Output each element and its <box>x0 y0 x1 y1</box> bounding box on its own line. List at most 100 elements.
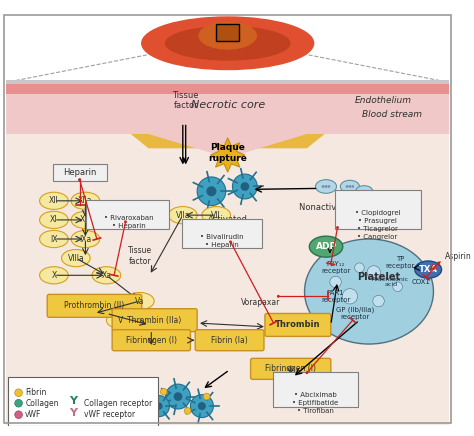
Circle shape <box>229 240 232 243</box>
Text: Vorapaxar: Vorapaxar <box>241 299 281 307</box>
Circle shape <box>322 185 325 188</box>
Ellipse shape <box>305 239 433 344</box>
Circle shape <box>203 393 210 400</box>
Text: Thrombin (IIa): Thrombin (IIa) <box>127 316 181 325</box>
Ellipse shape <box>316 180 337 193</box>
FancyBboxPatch shape <box>335 190 420 228</box>
Text: V: V <box>118 316 123 325</box>
Ellipse shape <box>107 312 135 329</box>
Ellipse shape <box>142 17 314 69</box>
Circle shape <box>15 389 22 397</box>
Text: Fibrinogen (I): Fibrinogen (I) <box>126 336 177 345</box>
Text: Platelet: Platelet <box>357 272 400 282</box>
FancyBboxPatch shape <box>112 309 197 332</box>
Text: Fibrin: Fibrin <box>25 388 46 397</box>
FancyBboxPatch shape <box>53 164 108 181</box>
FancyBboxPatch shape <box>251 358 331 379</box>
Circle shape <box>165 384 191 409</box>
Circle shape <box>148 395 169 417</box>
Text: Y: Y <box>69 396 77 406</box>
Text: IX: IX <box>50 235 58 244</box>
Circle shape <box>78 178 81 181</box>
Text: PAR1
receptor: PAR1 receptor <box>321 290 350 303</box>
Ellipse shape <box>40 267 68 284</box>
Ellipse shape <box>199 22 256 49</box>
FancyBboxPatch shape <box>195 330 264 351</box>
Circle shape <box>365 190 368 193</box>
Polygon shape <box>210 138 245 172</box>
Circle shape <box>336 226 339 229</box>
FancyBboxPatch shape <box>216 24 239 41</box>
FancyBboxPatch shape <box>8 377 158 426</box>
Text: Va: Va <box>135 296 145 306</box>
Text: Heparin: Heparin <box>63 168 96 177</box>
Circle shape <box>348 185 351 188</box>
Text: Fibrinogen (I): Fibrinogen (I) <box>265 364 316 373</box>
Ellipse shape <box>415 261 442 278</box>
Bar <box>6 82 449 425</box>
Text: XIIa: XIIa <box>78 196 92 205</box>
Circle shape <box>232 174 257 199</box>
Text: Fibrin (Ia): Fibrin (Ia) <box>211 336 248 345</box>
Circle shape <box>393 282 402 292</box>
Circle shape <box>373 295 384 307</box>
Text: Activated
platelets: Activated platelets <box>208 215 247 235</box>
Text: Collagen: Collagen <box>25 399 59 408</box>
FancyBboxPatch shape <box>265 313 331 337</box>
Text: X: X <box>51 271 56 280</box>
Text: COX1: COX1 <box>412 279 431 285</box>
Text: Prothrombin (II): Prothrombin (II) <box>64 301 124 310</box>
Text: XIa: XIa <box>79 215 91 225</box>
Circle shape <box>78 178 81 181</box>
Circle shape <box>351 185 354 188</box>
Text: Y: Y <box>69 408 77 418</box>
Text: • Bivalirudin
• Heparin: • Bivalirudin • Heparin <box>200 234 244 248</box>
Text: Thrombin: Thrombin <box>274 320 320 330</box>
FancyBboxPatch shape <box>86 200 169 228</box>
Text: TP
receptor: TP receptor <box>386 256 415 269</box>
Ellipse shape <box>71 192 100 209</box>
Ellipse shape <box>310 236 343 257</box>
Circle shape <box>328 185 330 188</box>
Text: Necrotic core: Necrotic core <box>191 100 265 110</box>
Circle shape <box>197 177 226 206</box>
Circle shape <box>277 295 280 298</box>
Text: vWF: vWF <box>25 410 42 419</box>
Polygon shape <box>6 84 449 94</box>
Circle shape <box>207 186 217 196</box>
Circle shape <box>15 411 22 419</box>
Circle shape <box>367 266 381 279</box>
Text: • Clopidogrel
• Prasugrel
• Ticagrelor
• Cangrelor: • Clopidogrel • Prasugrel • Ticagrelor •… <box>355 210 401 240</box>
Bar <box>6 134 449 425</box>
Text: ADP: ADP <box>316 242 337 251</box>
Circle shape <box>240 182 249 191</box>
Text: Xa: Xa <box>101 271 111 280</box>
FancyBboxPatch shape <box>47 294 142 317</box>
Text: Blood stream: Blood stream <box>362 110 421 119</box>
Ellipse shape <box>356 186 373 197</box>
Circle shape <box>346 185 348 188</box>
Circle shape <box>184 408 191 414</box>
Polygon shape <box>6 84 449 158</box>
Text: • Rivaroxaban
• Heparin: • Rivaroxaban • Heparin <box>103 215 153 229</box>
FancyBboxPatch shape <box>112 330 191 351</box>
FancyBboxPatch shape <box>273 372 358 407</box>
Text: Arachidonic
acid: Arachidonic acid <box>373 276 410 287</box>
Polygon shape <box>78 91 378 148</box>
Ellipse shape <box>165 27 290 60</box>
Circle shape <box>15 399 22 407</box>
Circle shape <box>124 220 127 223</box>
Text: XI: XI <box>50 215 58 225</box>
Circle shape <box>438 262 440 264</box>
Text: VIIIa: VIIIa <box>67 254 84 262</box>
Ellipse shape <box>71 230 100 248</box>
Circle shape <box>360 190 363 193</box>
Text: Endothelium: Endothelium <box>355 96 412 105</box>
Ellipse shape <box>168 207 197 224</box>
Text: VII: VII <box>211 211 221 220</box>
Text: Plaque
rupture: Plaque rupture <box>208 143 247 163</box>
Text: GP (IIb/IIIa)
receptor: GP (IIb/IIIa) receptor <box>336 307 374 320</box>
Circle shape <box>325 185 328 188</box>
Text: VIIa: VIIa <box>175 211 190 220</box>
Ellipse shape <box>40 192 68 209</box>
